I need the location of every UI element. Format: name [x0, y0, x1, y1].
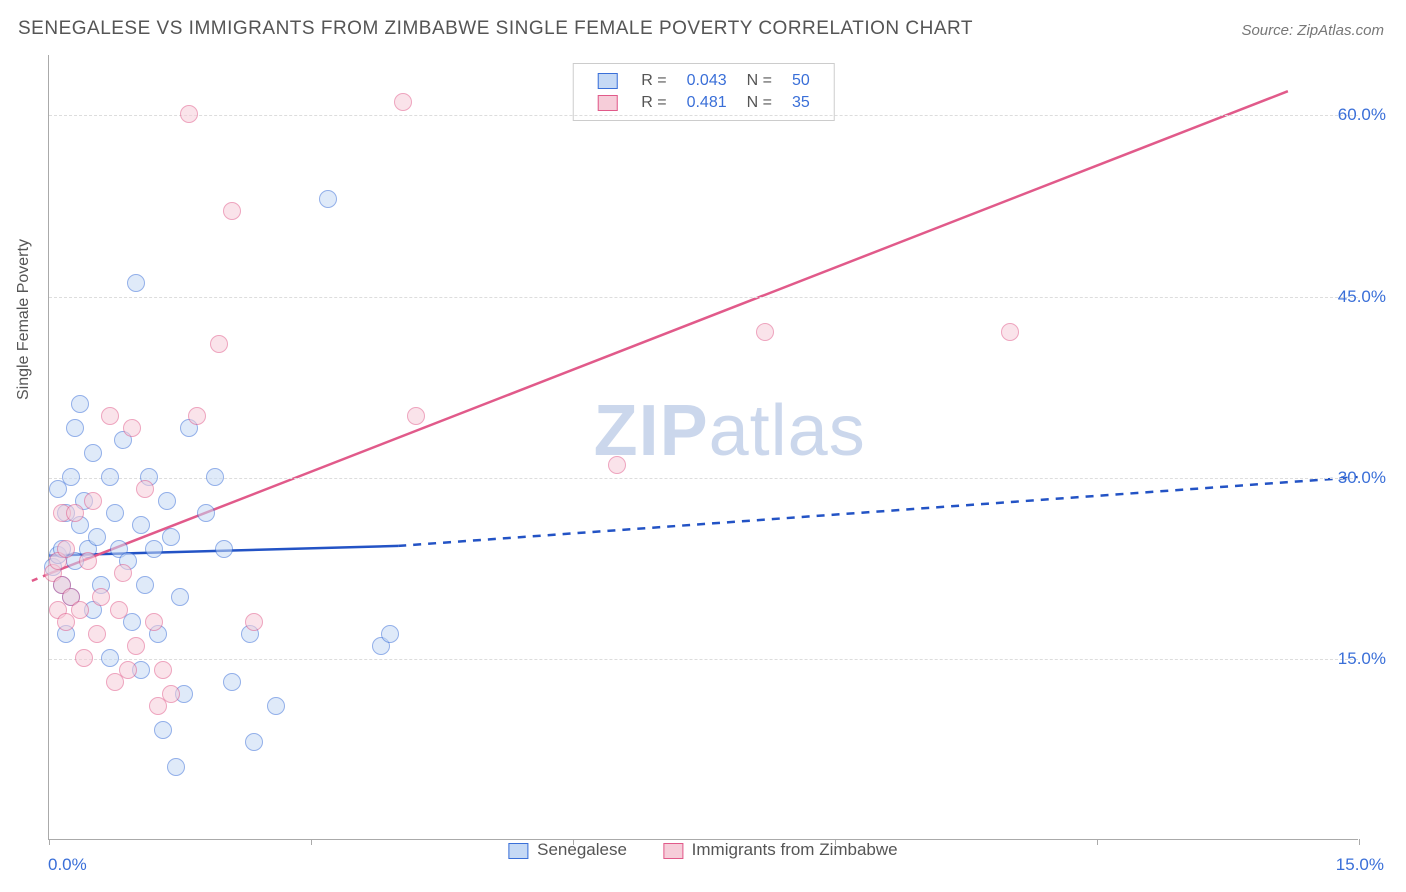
data-point — [84, 444, 102, 462]
data-point — [71, 395, 89, 413]
data-point — [106, 504, 124, 522]
data-point — [188, 407, 206, 425]
legend-n-label: N = — [737, 70, 782, 92]
x-tick-mark — [1359, 839, 1360, 845]
plot-area: ZIPatlas R =0.043N =50R =0.481N =35 — [48, 55, 1358, 840]
legend-swatch — [508, 843, 528, 859]
data-point — [132, 516, 150, 534]
data-point — [127, 637, 145, 655]
data-point — [1001, 323, 1019, 341]
data-point — [267, 697, 285, 715]
data-point — [394, 93, 412, 111]
data-point — [210, 335, 228, 353]
data-point — [245, 733, 263, 751]
data-point — [110, 601, 128, 619]
legend-swatch — [597, 95, 617, 111]
data-point — [62, 468, 80, 486]
gridline — [49, 478, 1358, 479]
data-point — [66, 419, 84, 437]
data-point — [171, 588, 189, 606]
x-axis-min-label: 0.0% — [48, 855, 87, 875]
data-point — [75, 649, 93, 667]
legend-r-value: 0.043 — [677, 70, 737, 92]
legend-r-label: R = — [631, 70, 676, 92]
data-point — [101, 649, 119, 667]
data-point — [215, 540, 233, 558]
data-point — [79, 552, 97, 570]
data-point — [119, 661, 137, 679]
data-point — [114, 564, 132, 582]
data-point — [92, 588, 110, 606]
legend-series: Senegalese Immigrants from Zimbabwe — [490, 840, 915, 860]
data-point — [180, 105, 198, 123]
data-point — [136, 576, 154, 594]
data-point — [136, 480, 154, 498]
legend-n-value: 35 — [782, 92, 820, 114]
data-point — [162, 528, 180, 546]
data-point — [127, 274, 145, 292]
data-point — [381, 625, 399, 643]
legend-item-label: Senegalese — [537, 840, 627, 859]
y-tick-label: 60.0% — [1338, 105, 1386, 125]
data-point — [154, 721, 172, 739]
gridline — [49, 659, 1358, 660]
legend-r-value: 0.481 — [677, 92, 737, 114]
source-attribution: Source: ZipAtlas.com — [1241, 22, 1384, 39]
legend-swatch — [663, 843, 683, 859]
data-point — [206, 468, 224, 486]
y-tick-label: 30.0% — [1338, 468, 1386, 488]
data-point — [101, 468, 119, 486]
legend-correlation: R =0.043N =50R =0.481N =35 — [572, 63, 835, 121]
data-point — [88, 625, 106, 643]
legend-n-value: 50 — [782, 70, 820, 92]
data-point — [223, 673, 241, 691]
chart-container: SENEGALESE VS IMMIGRANTS FROM ZIMBABWE S… — [0, 0, 1406, 892]
legend-swatch — [597, 73, 617, 89]
gridline — [49, 115, 1358, 116]
data-point — [88, 528, 106, 546]
x-axis-max-label: 15.0% — [1336, 855, 1384, 875]
legend-r-label: R = — [631, 92, 676, 114]
chart-title: SENEGALESE VS IMMIGRANTS FROM ZIMBABWE S… — [18, 18, 973, 40]
data-point — [223, 202, 241, 220]
data-point — [197, 504, 215, 522]
data-point — [162, 685, 180, 703]
data-point — [608, 456, 626, 474]
data-point — [245, 613, 263, 631]
y-tick-label: 45.0% — [1338, 287, 1386, 307]
legend-item: Senegalese — [508, 840, 627, 860]
data-point — [101, 407, 119, 425]
legend-row: R =0.481N =35 — [587, 92, 820, 114]
data-point — [158, 492, 176, 510]
data-point — [407, 407, 425, 425]
data-point — [84, 492, 102, 510]
data-point — [145, 540, 163, 558]
data-point — [756, 323, 774, 341]
legend-item-label: Immigrants from Zimbabwe — [692, 840, 898, 859]
data-point — [319, 190, 337, 208]
y-axis-label: Single Female Poverty — [15, 239, 33, 400]
data-point — [71, 601, 89, 619]
data-point — [154, 661, 172, 679]
legend-n-label: N = — [737, 92, 782, 114]
legend-row: R =0.043N =50 — [587, 70, 820, 92]
data-point — [167, 758, 185, 776]
gridline — [49, 297, 1358, 298]
trend-lines-svg — [49, 55, 1358, 839]
trend-line — [398, 477, 1357, 546]
x-tick-mark — [1097, 839, 1098, 845]
x-tick-mark — [311, 839, 312, 845]
data-point — [66, 504, 84, 522]
x-tick-mark — [49, 839, 50, 845]
legend-item: Immigrants from Zimbabwe — [663, 840, 898, 860]
data-point — [145, 613, 163, 631]
data-point — [57, 540, 75, 558]
y-tick-label: 15.0% — [1338, 649, 1386, 669]
trend-line — [49, 91, 1288, 573]
data-point — [123, 419, 141, 437]
